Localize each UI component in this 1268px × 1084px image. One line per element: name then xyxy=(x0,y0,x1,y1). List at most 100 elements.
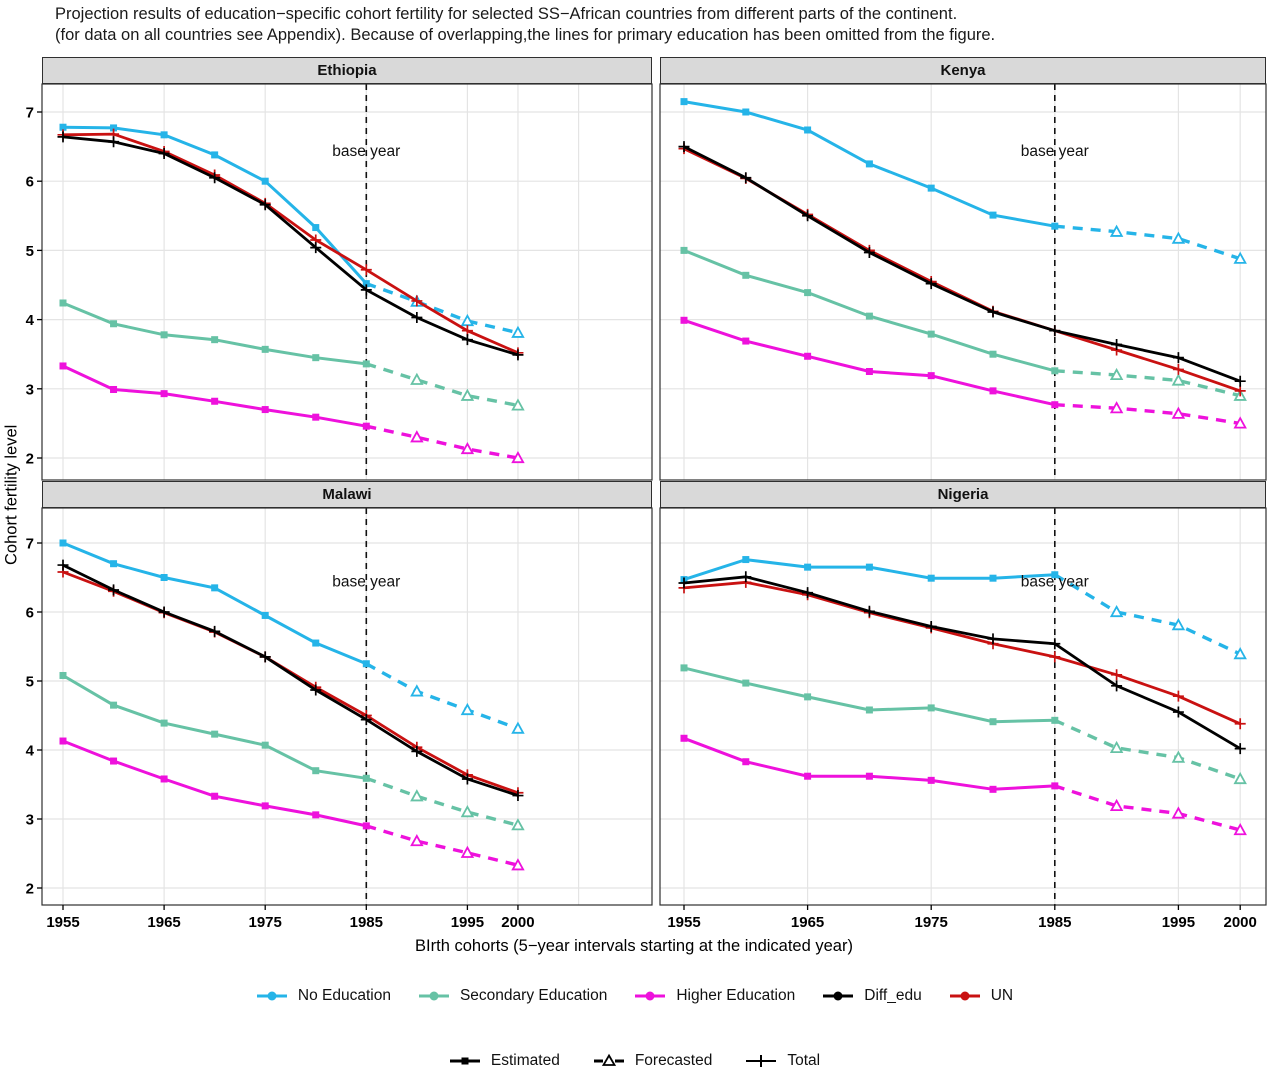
estimated-marker xyxy=(160,390,168,398)
estimated-marker xyxy=(989,387,997,395)
estimated-marker xyxy=(160,719,168,727)
legend-key-icon xyxy=(746,1055,777,1067)
total-marker xyxy=(461,773,473,785)
chart-title-line1: Projection results of education−specific… xyxy=(55,5,958,23)
total-marker xyxy=(1111,339,1123,351)
kenya-diff-edu-series xyxy=(678,141,1246,387)
total-marker xyxy=(863,605,875,617)
forecasted-marker xyxy=(1109,224,1124,237)
estimated-marker xyxy=(211,792,219,800)
total-marker xyxy=(411,295,423,307)
total-marker xyxy=(1172,690,1184,702)
estimated-marker xyxy=(1051,401,1059,409)
y-tick-label: 4 xyxy=(26,743,35,760)
estimated-marker xyxy=(312,639,320,647)
legend-item-no-education: No Education xyxy=(255,987,391,1005)
forecasted-marker xyxy=(511,721,525,734)
y-tick-label: 2 xyxy=(26,881,34,898)
y-tick-label: 6 xyxy=(26,605,34,622)
estimated-marker xyxy=(362,774,370,782)
nigeria-diff-edu-series xyxy=(678,571,1246,755)
facet-strip-ethiopia: Ethiopia xyxy=(42,57,652,84)
total-marker xyxy=(108,584,120,596)
legend-series: No Education Secondary Education Higher Ed… xyxy=(0,984,1268,1008)
estimated-marker xyxy=(59,737,67,745)
forecasted-marker xyxy=(460,388,475,401)
total-marker xyxy=(158,148,170,160)
forecasted-marker xyxy=(1109,401,1124,414)
total-marker xyxy=(1234,743,1246,755)
legend-key-icon xyxy=(593,1053,624,1066)
estimated-marker xyxy=(312,811,320,819)
estimated-marker xyxy=(211,584,219,592)
x-tick-label: 1965 xyxy=(147,914,180,931)
total-marker xyxy=(57,559,69,571)
legend-key-icon xyxy=(449,1057,480,1065)
total-marker xyxy=(411,745,423,757)
forecasted-marker xyxy=(410,430,424,443)
legend-item-diff-edu: Diff_edu xyxy=(821,987,922,1005)
estimated-marker xyxy=(680,734,688,742)
forecasted-marker xyxy=(1171,618,1186,631)
estimated-marker xyxy=(865,563,873,571)
total-marker xyxy=(512,790,524,802)
y-tick-label: 7 xyxy=(26,536,34,553)
estimated-marker xyxy=(742,337,750,345)
x-tick-label: 1985 xyxy=(350,914,383,931)
forecasted-marker xyxy=(1171,231,1186,244)
forecasted-marker xyxy=(1233,416,1247,429)
forecasted-marker xyxy=(410,834,424,847)
malawi-diff-edu-series xyxy=(57,559,524,802)
base-year-label: base year xyxy=(1021,143,1089,160)
estimated-marker xyxy=(865,772,873,780)
total-marker xyxy=(512,349,524,361)
estimated-marker xyxy=(211,151,219,159)
estimated-marker xyxy=(1051,716,1059,724)
facet-panel-kenya: base year xyxy=(659,83,1267,481)
forecasted-marker xyxy=(410,684,424,697)
y-tick-label: 5 xyxy=(26,674,34,691)
forecasted-marker xyxy=(1109,740,1124,754)
estimated-marker xyxy=(989,574,997,582)
nigeria-secondary-series xyxy=(680,664,1247,785)
estimated-marker xyxy=(989,350,997,358)
estimated-marker xyxy=(110,124,118,132)
total-marker xyxy=(411,312,423,324)
total-marker xyxy=(158,606,170,618)
facet-panel-ethiopia: base year xyxy=(41,83,653,481)
kenya-secondary-series xyxy=(680,246,1247,401)
facet-panel-nigeria: base year xyxy=(659,507,1267,906)
total-marker xyxy=(1172,352,1184,364)
estimated-marker xyxy=(110,701,118,709)
estimated-marker xyxy=(59,539,67,547)
estimated-marker xyxy=(680,98,688,106)
x-axis-title: BIrth cohorts (5−year intervals starting… xyxy=(415,937,853,955)
total-marker xyxy=(310,242,322,254)
forecasted-marker xyxy=(511,818,525,831)
base-year-label: base year xyxy=(1021,574,1089,591)
legend-label: No Education xyxy=(297,987,391,1004)
legend-item-forecasted: Forecasted xyxy=(592,1052,712,1070)
estimated-marker xyxy=(362,280,370,288)
forecasted-marker xyxy=(1233,771,1247,785)
total-marker xyxy=(259,199,271,211)
total-marker xyxy=(925,278,937,290)
estimated-marker xyxy=(804,289,812,297)
legend-label: UN xyxy=(990,987,1014,1004)
base-year-label: base year xyxy=(332,574,400,591)
x-tick-label: 1955 xyxy=(46,914,79,931)
total-marker xyxy=(1234,718,1246,730)
estimated-marker xyxy=(110,757,118,765)
estimated-marker xyxy=(261,177,269,185)
estimated-marker xyxy=(59,123,67,131)
estimated-marker xyxy=(312,767,320,775)
estimated-marker xyxy=(261,406,269,414)
legend-label: Estimated xyxy=(490,1052,560,1069)
y-tick-label: 4 xyxy=(26,312,35,329)
facet-strip-nigeria: Nigeria xyxy=(660,481,1266,508)
x-tick-label: 1975 xyxy=(249,914,282,931)
estimated-marker xyxy=(1051,367,1059,375)
estimated-marker xyxy=(110,560,118,568)
nigeria-no-education-series xyxy=(680,556,1247,660)
legend-label: Secondary Education xyxy=(459,987,608,1004)
